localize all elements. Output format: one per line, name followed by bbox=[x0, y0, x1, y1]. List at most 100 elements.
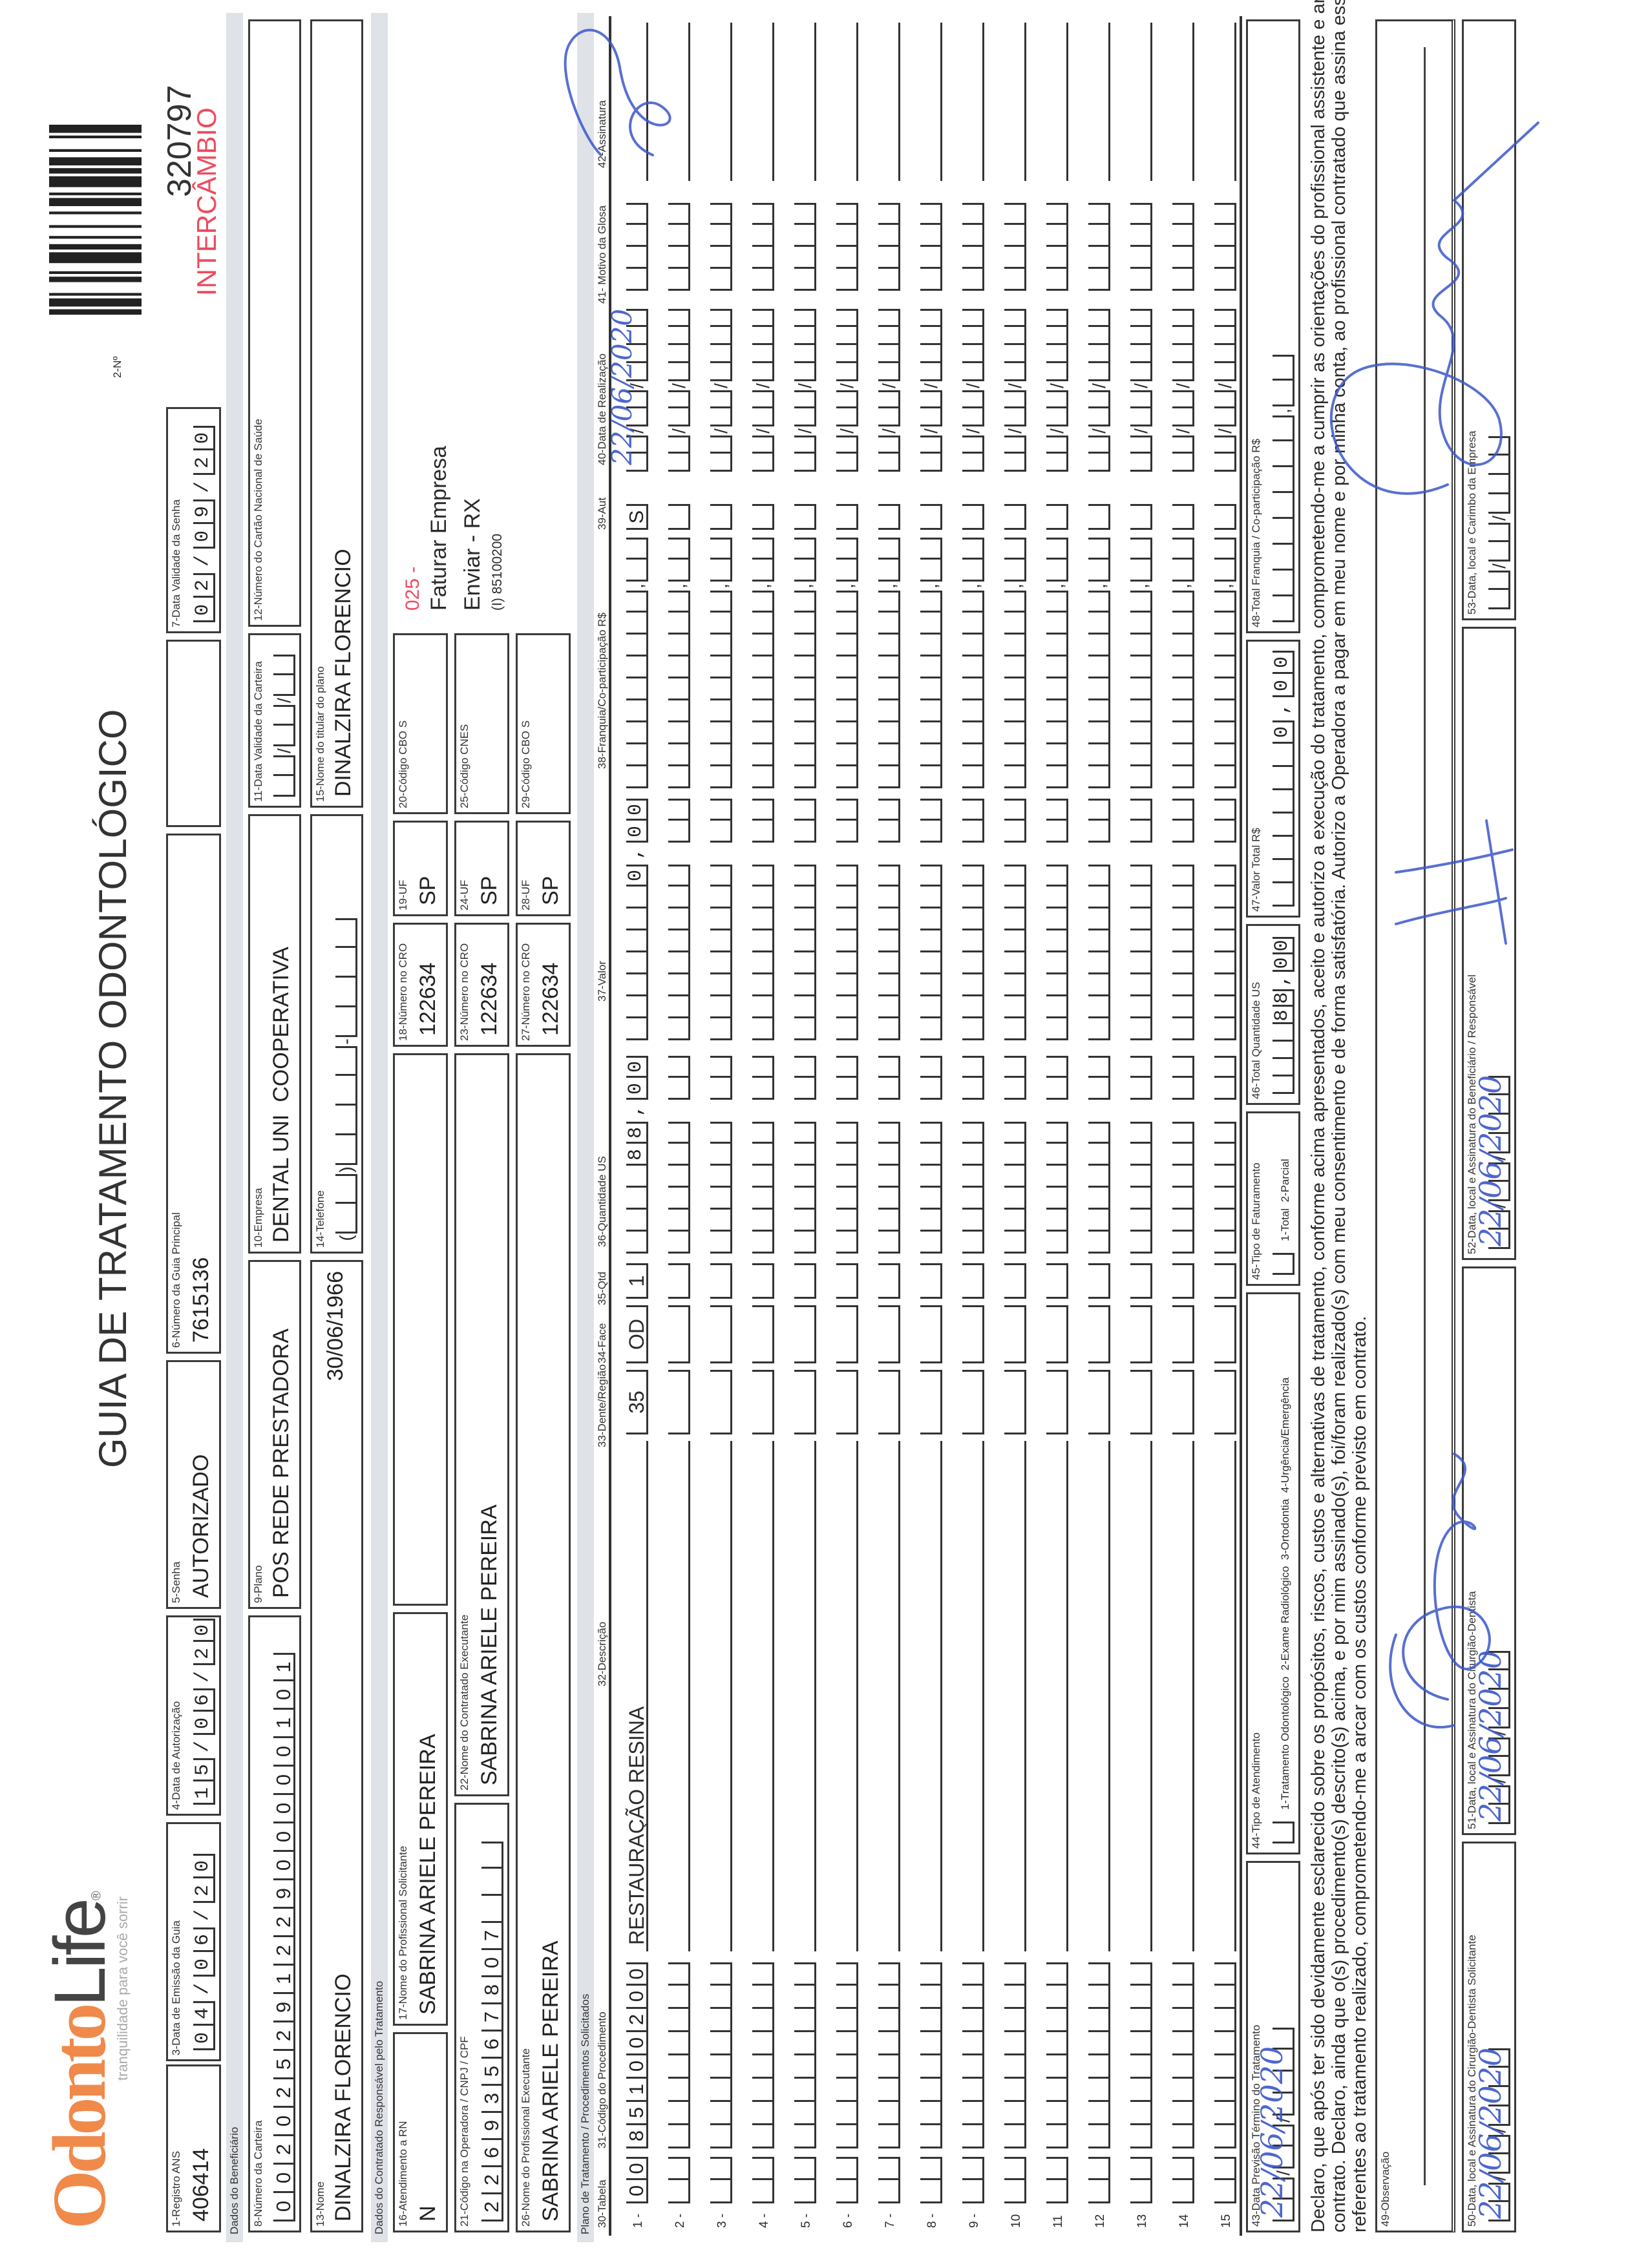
telefone-input[interactable]: () - bbox=[335, 918, 357, 1243]
qtd-input[interactable] bbox=[752, 1263, 774, 1299]
assinatura-line[interactable] bbox=[688, 23, 690, 181]
valor-input[interactable]: 0,00 bbox=[625, 793, 648, 1040]
uf-solicitante-value[interactable]: SP bbox=[416, 876, 440, 905]
assinatura-line[interactable] bbox=[814, 23, 816, 181]
tabela-input[interactable] bbox=[668, 2157, 690, 2203]
face-input[interactable] bbox=[920, 1305, 942, 1363]
dente-regiao-input[interactable] bbox=[836, 1370, 858, 1434]
dente-regiao-input[interactable] bbox=[794, 1370, 816, 1434]
dente-regiao-input[interactable] bbox=[1088, 1370, 1110, 1434]
aut-input[interactable] bbox=[1088, 504, 1110, 530]
franquia-input[interactable]: , bbox=[752, 538, 774, 788]
franquia-input[interactable]: , bbox=[1214, 538, 1236, 788]
franquia-input[interactable]: , bbox=[794, 538, 816, 788]
face-input[interactable] bbox=[794, 1305, 816, 1363]
tabela-input[interactable] bbox=[1172, 2157, 1194, 2203]
dente-regiao-input[interactable] bbox=[1214, 1370, 1236, 1434]
quantidade-us-input[interactable] bbox=[668, 1056, 690, 1254]
assinatura-line[interactable] bbox=[1108, 23, 1110, 181]
face-input[interactable] bbox=[1088, 1305, 1110, 1363]
qtd-input[interactable] bbox=[1088, 1263, 1110, 1299]
face-input[interactable] bbox=[752, 1305, 774, 1363]
tabela-input[interactable] bbox=[1046, 2157, 1068, 2203]
tabela-input[interactable] bbox=[710, 2157, 732, 2203]
franquia-input[interactable]: , bbox=[962, 538, 984, 788]
qtd-input[interactable] bbox=[1130, 1263, 1152, 1299]
descricao-input[interactable]: RESTAURAÇÃO RESINA bbox=[625, 1441, 648, 1951]
dente-regiao-input[interactable] bbox=[1172, 1370, 1194, 1434]
quantidade-us-input[interactable] bbox=[710, 1056, 732, 1254]
aut-input[interactable]: S bbox=[625, 504, 648, 530]
tabela-input[interactable] bbox=[920, 2157, 942, 2203]
valor-input[interactable] bbox=[878, 799, 900, 1040]
qtd-input[interactable]: 1 bbox=[625, 1263, 648, 1299]
total-franquia-input[interactable]: , bbox=[1273, 355, 1294, 622]
qtd-input[interactable] bbox=[668, 1263, 690, 1299]
aut-input[interactable] bbox=[1004, 504, 1026, 530]
data-realizacao-input[interactable]: / / bbox=[1088, 309, 1110, 472]
data-realizacao-input[interactable]: / / bbox=[1214, 309, 1236, 472]
quantidade-us-input[interactable] bbox=[794, 1056, 816, 1254]
data-realizacao-input[interactable]: / / bbox=[836, 309, 858, 472]
franquia-input[interactable]: , bbox=[1088, 538, 1110, 788]
tipo-atendimento-input[interactable] bbox=[1273, 1822, 1294, 1843]
aut-input[interactable] bbox=[836, 504, 858, 530]
data-realizacao-input[interactable]: / / bbox=[1130, 309, 1152, 472]
dente-regiao-input[interactable] bbox=[1004, 1370, 1026, 1434]
valor-input[interactable] bbox=[920, 799, 942, 1040]
dente-regiao-input[interactable] bbox=[668, 1370, 690, 1434]
franquia-input[interactable]: , bbox=[1172, 538, 1194, 788]
tabela-input[interactable] bbox=[752, 2157, 774, 2203]
dente-regiao-input[interactable] bbox=[878, 1370, 900, 1434]
descricao-input[interactable] bbox=[1172, 1441, 1194, 1951]
franquia-input[interactable]: , bbox=[626, 538, 648, 788]
assinatura-line[interactable] bbox=[1234, 23, 1236, 181]
codigo-procedimento-input[interactable] bbox=[752, 1962, 774, 2148]
valor-input[interactable] bbox=[668, 799, 690, 1040]
assinatura-line[interactable] bbox=[856, 23, 858, 181]
contratado-executante-value[interactable]: SABRINA ARIELE PEREIRA bbox=[477, 1504, 502, 1785]
quantidade-us-input[interactable] bbox=[1214, 1056, 1236, 1254]
motivo-glosa-input[interactable] bbox=[752, 203, 774, 291]
franquia-input[interactable]: , bbox=[1130, 538, 1152, 788]
field-assinatura-beneficiario[interactable]: 52-Data, local e Assinatura do Beneficiá… bbox=[1462, 627, 1516, 1260]
motivo-glosa-input[interactable] bbox=[920, 203, 942, 291]
motivo-glosa-input[interactable] bbox=[836, 203, 858, 291]
data-realizacao-input[interactable]: / / bbox=[962, 309, 984, 472]
face-input[interactable] bbox=[836, 1305, 858, 1363]
quantidade-us-input[interactable] bbox=[1046, 1056, 1068, 1254]
motivo-glosa-input[interactable] bbox=[794, 203, 816, 291]
face-input[interactable] bbox=[878, 1305, 900, 1363]
total-quantidade-us-input[interactable]: 88,00 bbox=[1271, 934, 1294, 1094]
qtd-input[interactable] bbox=[920, 1263, 942, 1299]
field-observacao[interactable]: 49-Observação bbox=[1375, 19, 1455, 2232]
motivo-glosa-input[interactable] bbox=[1130, 203, 1152, 291]
tipo-faturamento-input[interactable] bbox=[1273, 1253, 1294, 1275]
valor-input[interactable] bbox=[1214, 799, 1236, 1040]
codigo-procedimento-input[interactable] bbox=[1046, 1962, 1068, 2148]
codigo-procedimento-input[interactable] bbox=[1130, 1962, 1152, 2148]
valor-input[interactable] bbox=[752, 799, 774, 1040]
data-emissao-input[interactable]: 04/06/20 bbox=[192, 1847, 215, 2050]
aut-input[interactable] bbox=[710, 504, 732, 530]
assinatura-line[interactable] bbox=[898, 23, 900, 181]
codigo-procedimento-input[interactable] bbox=[878, 1962, 900, 2148]
cro-executante-value[interactable]: 122634 bbox=[538, 962, 563, 1036]
codigo-procedimento-input[interactable] bbox=[1088, 1962, 1110, 2148]
valor-input[interactable] bbox=[1004, 799, 1026, 1040]
birth-date-value[interactable]: 30/06/1966 bbox=[323, 1271, 348, 1381]
qtd-input[interactable] bbox=[1046, 1263, 1068, 1299]
qtd-input[interactable] bbox=[1172, 1263, 1194, 1299]
nome-value[interactable]: DINALZIRA FLORENCIO bbox=[331, 1973, 355, 2221]
descricao-input[interactable] bbox=[794, 1441, 816, 1951]
franquia-input[interactable]: , bbox=[710, 538, 732, 788]
cro-contratado-value[interactable]: 122634 bbox=[477, 962, 502, 1036]
data-autorizacao-input[interactable]: 15/06/20 bbox=[192, 1613, 215, 1805]
motivo-glosa-input[interactable] bbox=[1004, 203, 1026, 291]
descricao-input[interactable] bbox=[1214, 1441, 1236, 1951]
quantidade-us-input[interactable] bbox=[1088, 1056, 1110, 1254]
face-input[interactable]: OD bbox=[625, 1305, 648, 1363]
data-realizacao-input[interactable]: / / bbox=[710, 309, 732, 472]
